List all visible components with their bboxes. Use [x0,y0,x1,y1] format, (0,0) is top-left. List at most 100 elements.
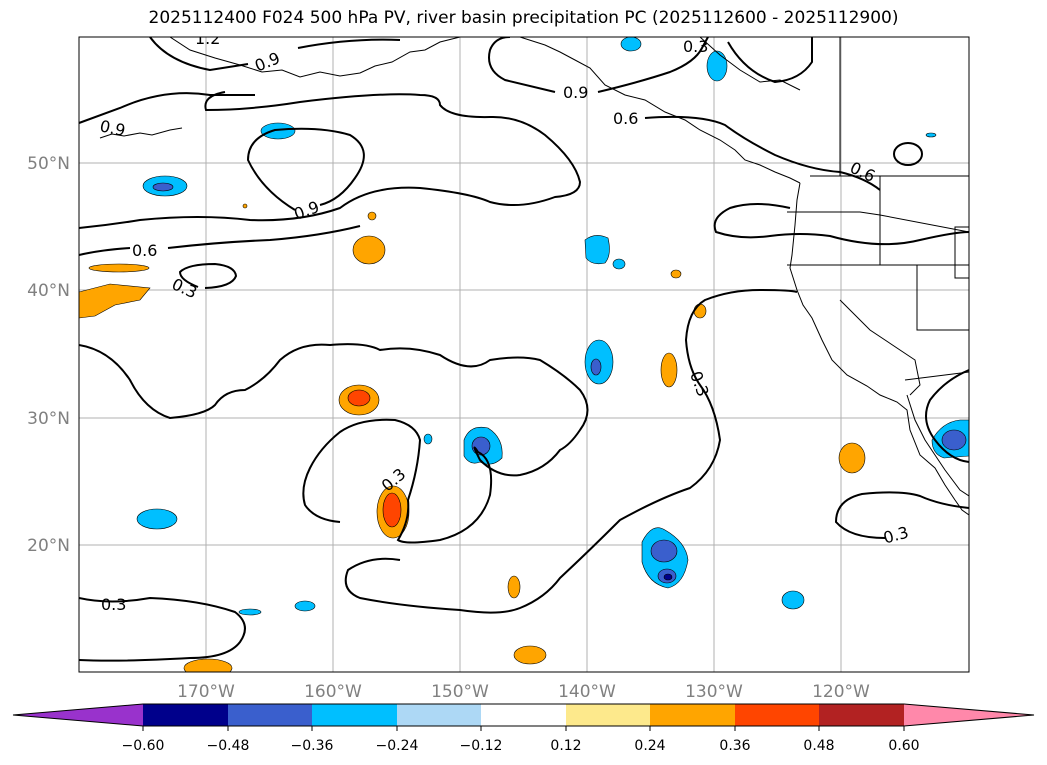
contour-0.3-south [79,596,246,662]
precip-blob [513,645,547,665]
precip-blob [650,539,678,563]
precip-blob [838,442,866,474]
lat-axis: 50°N 40°N 30°N 20°N [27,154,70,556]
colorbar-segment [819,704,904,726]
contour-label: 0.3 [683,37,708,56]
map-area [79,37,969,672]
precip-blob [136,508,178,530]
precip-blob [670,269,682,279]
map-frame [78,36,970,673]
lon-label: 120°W [812,682,870,702]
lon-axis: 170°W 160°W 150°W 140°W 130°W 120°W [177,682,870,702]
precip-blob [79,283,151,319]
colorbar-segment [481,704,566,726]
precip-blob [242,203,248,209]
colorbar-tick-label: −0.48 [207,738,250,754]
colorbar-tick-label: 0.48 [803,738,834,754]
precip-blob [88,263,150,273]
contour-label: 0.6 [613,109,638,128]
coast-us [789,182,969,516]
colorbar-tick-label: −0.24 [376,738,419,754]
contour-closed-northeast [893,142,923,166]
colorbar-segment [312,704,397,726]
colorbar-segment [650,704,735,726]
precip-blob [925,132,937,138]
contour-0.9-center [488,37,556,93]
colorbar-ticks [142,726,905,731]
border-box-east [954,226,969,279]
lon-label: 170°W [177,682,235,702]
colorbar-tick-label: −0.60 [122,738,165,754]
contour-0.6-coast [713,203,969,246]
precip-blob [260,122,296,140]
contour-label: 0.9 [563,83,588,102]
contour-labels: 1.2 0.9 0.3 0.9 0.9 0.6 0.9 0.6 0.3 0.3 … [98,29,910,614]
contour-0.6-edge [79,247,131,256]
colorbar-segment [566,704,650,726]
precip-blob [471,436,491,456]
coastlines [99,37,969,516]
contour-0.9-north [79,92,255,124]
lon-label: 160°W [304,682,362,702]
contour-0.9-east [597,37,709,93]
alaska-peninsula [169,37,461,78]
precip-blob [693,303,707,319]
colorbar: −0.60 −0.48 −0.36 −0.24 −0.12 0.12 0.24 … [12,703,1035,754]
colorbar-tick-label: 0.12 [550,738,581,754]
precip-blob [941,429,967,451]
precip-blob [352,235,386,265]
lat-label: 30°N [27,409,70,429]
precip-blob [382,492,402,528]
contour-0.3-alaska [727,37,813,84]
lon-label: 150°W [431,682,489,702]
lat-label: 40°N [27,281,70,301]
lon-label: 130°W [685,682,743,702]
border-us-mexico [904,371,969,381]
pv-contours [79,37,969,662]
border-ca-nv [839,299,921,396]
contour-0.9-alaska [297,38,401,49]
colorbar-segment-gt-0.60 [904,704,1034,726]
precip-blob [347,389,371,407]
contour-0.3-east [344,288,798,614]
border-nv [916,265,969,331]
precip-blob [294,600,316,612]
precip-blob [590,358,602,376]
contour-label: 1.2 [195,29,220,48]
colorbar-tick-label: 0.24 [634,738,665,754]
contour-label: 0.3 [101,595,126,614]
map-title: 2025112400 F024 500 hPa PV, river basin … [148,8,899,28]
colorbar-tick-label: −0.12 [460,738,503,754]
precip-blob [367,211,377,221]
lat-label: 50°N [27,154,70,174]
precip-blob [706,50,728,82]
contour-label: 0.9 [98,116,127,140]
contour-1.2 [149,37,249,72]
precip-blob [152,182,174,192]
contour-0.3-main [79,343,589,544]
precip-blob [663,573,673,581]
colorbar-segment [397,704,481,726]
contour-0.3-baja [925,369,969,463]
colorbar-segment-lt--0.60 [13,704,143,726]
precip-blob [423,433,433,445]
colorbar-tick-label: 0.36 [719,738,750,754]
precip-blob [620,37,642,52]
lon-label: 140°W [558,682,616,702]
colorbar-segment [228,704,312,726]
precip-blob [238,608,262,616]
contour-0.9-closed [246,127,365,211]
precip-blob [781,590,805,610]
contour-0.6-band [79,91,582,229]
precip-blob [612,258,626,270]
aleutian-islands [99,127,183,139]
lat-label: 20°N [27,536,70,556]
colorbar-tick-label: 0.60 [888,738,919,754]
contour-0.3-closed-west [178,262,238,289]
colorbar-segment [735,704,819,726]
gridlines [79,37,969,672]
precip-blob [660,352,678,388]
colorbar-segment [143,704,228,726]
coast-baja [906,394,969,497]
